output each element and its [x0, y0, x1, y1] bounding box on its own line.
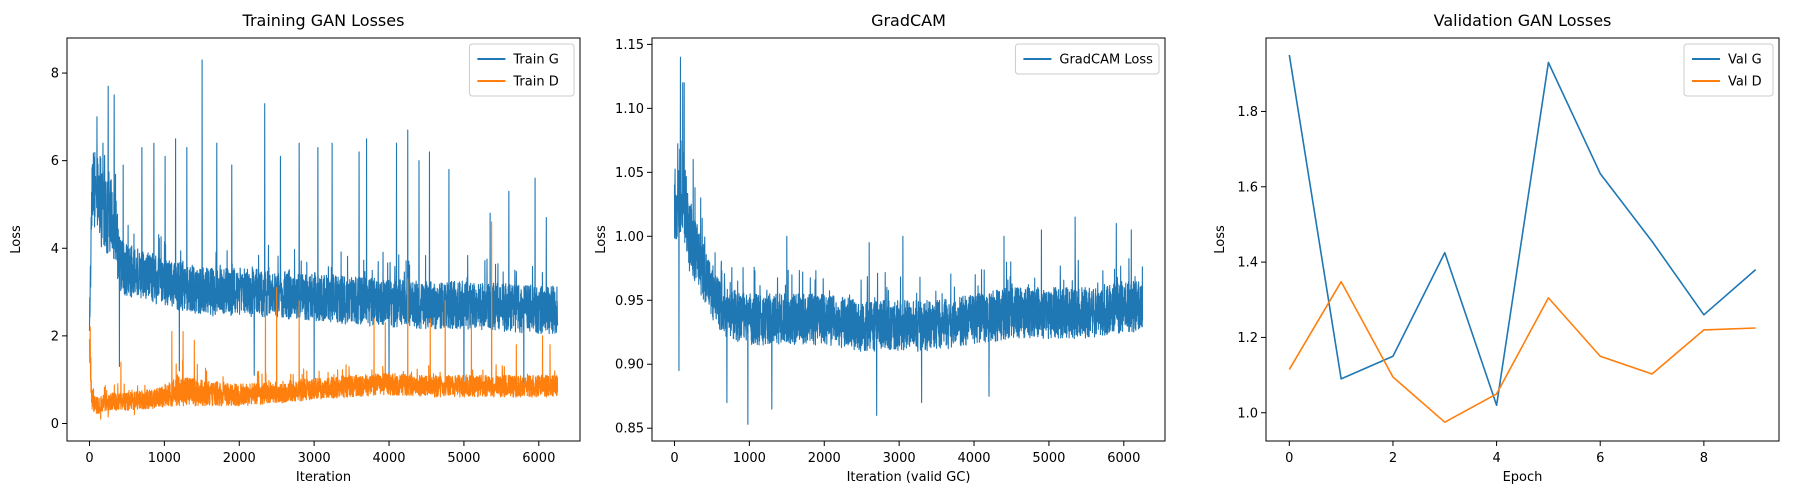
x-tick-label: 6000	[522, 451, 555, 466]
y-axis-label: Loss	[9, 225, 24, 254]
chart-title: GradCAM	[871, 11, 946, 30]
series-line-val-g	[1288, 54, 1757, 407]
x-axis-label: Iteration	[296, 470, 351, 485]
y-tick-label: 0.85	[615, 422, 644, 437]
y-tick-label: 1.00	[615, 230, 644, 245]
series-line-train-d	[88, 221, 559, 420]
series-line-gradcam-loss	[673, 56, 1144, 425]
y-tick-label: 1.10	[615, 102, 644, 117]
chart-title: Validation GAN Losses	[1434, 11, 1612, 30]
y-tick-label: 1.8	[1237, 105, 1258, 120]
chart-panel-1: 0 1000 2000 3000 4000 5000 6000 0.85 0.90 0.95 1.0…	[594, 11, 1166, 485]
x-tick-label: 1000	[733, 451, 766, 466]
legend-label: Val G	[1728, 53, 1762, 68]
y-axis-label: Loss	[594, 225, 609, 254]
x-tick-label: 0	[1285, 451, 1293, 466]
x-tick-label: 8	[1700, 451, 1708, 466]
y-tick-label: 0	[51, 417, 59, 432]
y-tick-label: 2	[51, 329, 59, 344]
y-tick-label: 6	[51, 154, 59, 169]
chart-title: Training GAN Losses	[242, 11, 405, 30]
y-tick-label: 4	[51, 242, 59, 257]
plot-area	[673, 56, 1144, 425]
legend-box	[468, 43, 575, 97]
x-tick-label: 3000	[883, 451, 916, 466]
x-axis-label: Iteration (valid GC)	[847, 470, 971, 485]
x-tick-label: 2	[1389, 451, 1397, 466]
chart-panel-2: 0 2 4 6 8 1.0 1.2 1.4 1.6 1.8 Validation GAN Losse…	[1213, 11, 1780, 485]
y-tick-label: 8	[51, 67, 59, 82]
legend-label: GradCAM Loss	[1059, 53, 1153, 68]
x-tick-label: 6000	[1107, 451, 1140, 466]
plot-area	[1288, 54, 1757, 423]
x-tick-label: 2000	[223, 451, 256, 466]
legend-label: Train D	[512, 75, 558, 90]
y-axis-label: Loss	[1213, 225, 1228, 254]
x-tick-label: 4000	[372, 451, 405, 466]
legend: Val G Val D	[1683, 43, 1774, 97]
legend-box	[1683, 43, 1774, 97]
x-tick-label: 5000	[447, 451, 480, 466]
axes-frame	[1265, 37, 1780, 442]
y-tick-label: 1.2	[1237, 331, 1258, 346]
axes-frame	[66, 37, 581, 442]
x-tick-label: 6	[1596, 451, 1604, 466]
y-tick-label: 0.90	[615, 358, 644, 373]
x-tick-label: 0	[670, 451, 678, 466]
y-tick-label: 1.05	[615, 166, 644, 181]
y-tick-label: 1.4	[1237, 256, 1258, 271]
legend-label: Train G	[512, 53, 558, 68]
y-tick-label: 1.6	[1237, 180, 1258, 195]
y-tick-label: 1.0	[1237, 406, 1258, 421]
x-tick-label: 4000	[957, 451, 990, 466]
x-tick-label: 2000	[808, 451, 841, 466]
x-tick-label: 5000	[1032, 451, 1065, 466]
series-line-train-g	[88, 59, 559, 389]
x-tick-label: 3000	[298, 451, 331, 466]
x-tick-label: 4	[1492, 451, 1500, 466]
chart-panel-0: 0 1000 2000 3000 4000 5000 6000 0 2 4 6 8 Training G…	[9, 11, 581, 485]
y-tick-label: 1.15	[615, 38, 644, 53]
x-tick-label: 0	[85, 451, 93, 466]
legend: GradCAM Loss	[1014, 43, 1160, 75]
x-tick-label: 1000	[148, 451, 181, 466]
legend: Train G Train D	[468, 43, 575, 97]
y-tick-label: 0.95	[615, 294, 644, 309]
axes-frame	[651, 37, 1166, 442]
legend-box	[1014, 43, 1160, 75]
legend-label: Val D	[1728, 75, 1762, 90]
series-line-val-d	[1288, 280, 1756, 423]
x-axis-label: Epoch	[1503, 470, 1543, 485]
plot-area	[88, 59, 559, 420]
